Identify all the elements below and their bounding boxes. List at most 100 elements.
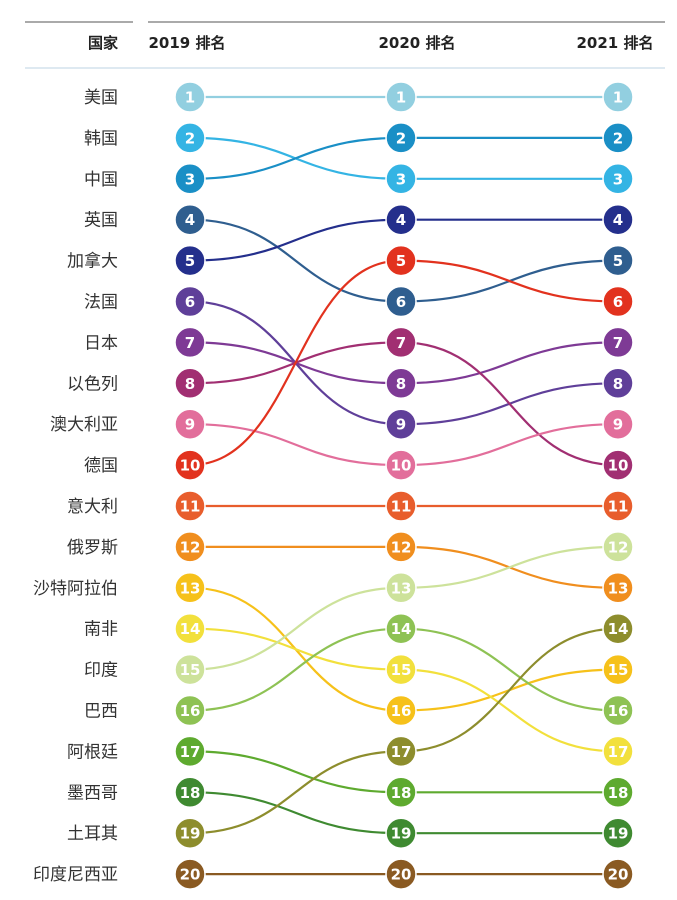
series-15-rank-label-3: 12	[608, 538, 629, 556]
series-11-rank-label-2: 11	[391, 498, 412, 516]
series-1-rank-label-1: 1	[185, 89, 195, 107]
series-4-node-1	[174, 203, 206, 236]
country-label-10: 德国	[84, 456, 118, 476]
series-13-rank-label-2: 16	[391, 702, 412, 720]
series-10-node-1	[174, 449, 206, 481]
series-5-node-3	[602, 203, 634, 236]
series-20-node-1	[174, 858, 206, 890]
series-13-node-2	[385, 694, 417, 727]
series-3-node-2	[385, 122, 417, 154]
series-12-node-2	[385, 531, 417, 563]
country-label-18: 墨西哥	[67, 783, 118, 803]
series-16-rank-label-1: 16	[180, 702, 201, 720]
series-11-rank-label-3: 11	[608, 498, 629, 516]
series-13-rank-label-3: 15	[608, 661, 629, 679]
series-14-rank-label-1: 14	[180, 620, 201, 638]
series-11-node-1	[174, 490, 206, 522]
series-18-rank-label-3: 19	[608, 825, 629, 843]
series-7-node-1	[174, 326, 206, 359]
series-1-rank-label-2: 1	[396, 89, 406, 107]
series-9-node-1	[174, 408, 206, 440]
series-14-node-1	[174, 612, 206, 645]
series-7-node-3	[602, 326, 634, 359]
series-13-line	[189, 586, 619, 712]
country-label-6: 法国	[84, 293, 118, 313]
country-label-4: 英国	[84, 211, 118, 231]
country-labels: 美国韩国中国英国加拿大法国日本以色列澳大利亚德国意大利俄罗斯沙特阿拉伯南非印度巴…	[33, 88, 118, 885]
series-13-node-3	[602, 653, 634, 686]
series-10-rank-label-2: 5	[396, 252, 406, 270]
series-18-node-3	[602, 817, 634, 849]
country-label-3: 中国	[84, 170, 118, 190]
series-6-node-3	[602, 367, 634, 400]
series-18-rank-label-2: 19	[391, 825, 412, 843]
country-label-15: 印度	[84, 661, 118, 681]
series-17-node-3	[602, 776, 634, 809]
series-12-node-3	[602, 572, 634, 604]
series-5-node-2	[385, 203, 417, 236]
series-14-rank-label-2: 15	[391, 661, 412, 679]
series-2-node-3	[602, 163, 634, 195]
column-header-2019: 2019 排名	[149, 34, 226, 52]
series-15-rank-label-2: 13	[391, 579, 412, 597]
series-3-node-1	[174, 163, 206, 195]
series-5-node-1	[174, 244, 206, 277]
series-1-node-2	[385, 81, 417, 113]
series-2-node-2	[385, 163, 417, 195]
series-2-rank-label-2: 3	[396, 170, 406, 188]
series-14-node-2	[385, 653, 417, 686]
series-18-node-2	[385, 817, 417, 849]
series-4-node-3	[602, 244, 634, 277]
series-3-rank-label-3: 2	[613, 129, 623, 147]
series-3-rank-label-1: 3	[185, 170, 195, 188]
series-17-node-2	[385, 776, 417, 809]
series-20-node-2	[385, 858, 417, 890]
series-9-rank-label-2: 10	[391, 457, 412, 475]
series-18-rank-label-1: 18	[180, 784, 201, 802]
series-6-node-1	[174, 285, 206, 318]
series-9-node-3	[602, 408, 634, 440]
series-20-node-3	[602, 858, 634, 890]
series-16-rank-label-3: 16	[608, 702, 629, 720]
series-8-node-3	[602, 449, 634, 481]
series-4-rank-label-3: 5	[613, 252, 623, 270]
series-5-rank-label-2: 4	[396, 211, 406, 229]
country-label-2: 韩国	[84, 129, 118, 149]
series-7-node-2	[385, 367, 417, 400]
column-header-2021: 2021 排名	[577, 34, 654, 52]
series-10-node-2	[385, 244, 417, 277]
series-17-rank-label-1: 17	[180, 743, 201, 761]
series-6-rank-label-3: 8	[613, 375, 623, 393]
series-6-line	[189, 300, 619, 426]
series-17-node-1	[174, 735, 206, 768]
series-20-rank-label-1: 20	[180, 866, 201, 884]
series-2-rank-label-1: 2	[185, 129, 195, 147]
series-4-rank-label-2: 6	[396, 293, 406, 311]
series-16-node-2	[385, 612, 417, 645]
row-header: 国家	[88, 34, 118, 52]
series-10-rank-label-3: 6	[613, 293, 623, 311]
series-14-rank-label-3: 17	[608, 743, 629, 761]
series-15-node-1	[174, 653, 206, 686]
series-4-node-2	[385, 285, 417, 318]
series-14-node-3	[602, 735, 634, 768]
series-20-rank-label-3: 20	[608, 866, 629, 884]
series-11-node-3	[602, 490, 634, 522]
series-1-rank-label-3: 1	[613, 89, 623, 107]
series-19-node-1	[174, 817, 206, 849]
series-7-rank-label-1: 7	[185, 334, 195, 352]
series-8-rank-label-2: 7	[396, 334, 406, 352]
series-11-rank-label-1: 11	[180, 498, 201, 516]
country-label-8: 以色列	[67, 374, 118, 394]
country-label-20: 印度尼西亚	[33, 865, 118, 885]
series-15-rank-label-1: 15	[180, 661, 201, 679]
country-label-17: 阿根廷	[67, 742, 118, 762]
country-label-19: 土耳其	[67, 824, 118, 844]
country-label-14: 南非	[84, 620, 118, 640]
series-10-rank-label-1: 10	[180, 457, 201, 475]
series-16-node-1	[174, 694, 206, 727]
series-19-rank-label-1: 19	[180, 825, 201, 843]
series-17-rank-label-3: 18	[608, 784, 629, 802]
country-label-11: 意大利	[67, 497, 118, 517]
series-1-node-3	[602, 81, 634, 113]
